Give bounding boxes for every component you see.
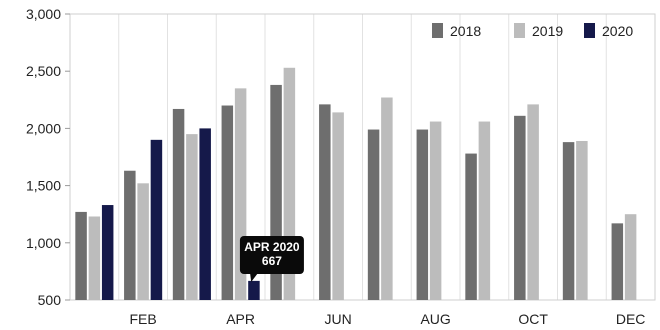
bar-2018-sep (465, 153, 477, 300)
x-tick-label: JUN (325, 311, 352, 327)
callout-line: 667 (262, 254, 282, 268)
y-tick-label: 500 (38, 292, 62, 308)
bar-2018-oct (514, 115, 526, 300)
legend-label-2019: 2019 (532, 23, 563, 39)
y-tick-label: 1,500 (26, 178, 61, 194)
bar-2019-dec (624, 214, 637, 300)
bar-2019-oct (527, 104, 539, 300)
x-tick-label: FEB (130, 311, 157, 327)
bar-2019-jan (88, 216, 101, 300)
bar-2018-nov (562, 142, 575, 300)
bar-2018-jun (319, 104, 331, 300)
callout-pointer (250, 274, 258, 282)
grid (118, 14, 607, 300)
x-tick-label: AUG (420, 311, 450, 327)
x-tick-label: OCT (518, 311, 548, 327)
legend-label-2018: 2018 (450, 23, 481, 39)
bar-2019-mar (186, 134, 198, 300)
y-tick-label: 2,500 (26, 63, 61, 79)
bar-2019-feb (137, 183, 149, 300)
bars (75, 67, 637, 301)
y-tick-label: 3,000 (26, 6, 61, 22)
bar-2020-feb (150, 139, 163, 300)
bar-2020-apr (248, 280, 260, 300)
bar-2018-feb (124, 170, 136, 300)
x-tick-label: APR (226, 311, 255, 327)
plot-frame (69, 13, 656, 301)
bar-2018-jan (75, 211, 87, 300)
bar-2019-may (283, 67, 296, 300)
x-tick-label: DEC (616, 311, 646, 327)
bar-2018-jul (367, 129, 380, 300)
y-tick-label: 1,000 (26, 235, 61, 251)
callout-box (239, 236, 304, 274)
legend-swatch-2020 (584, 23, 595, 38)
bar-2018-dec (611, 223, 624, 300)
bar-2020-jan (101, 205, 114, 300)
legend-label-2020: 2020 (602, 23, 633, 39)
bar-2019-jul (381, 97, 393, 301)
legend-swatch-2019 (514, 23, 525, 38)
bar-2018-mar (172, 108, 185, 301)
y-tick-label: 2,000 (26, 120, 61, 136)
bar-2018-may (270, 84, 282, 300)
bar-2019-nov (576, 140, 588, 300)
bar-2018-apr (221, 105, 234, 301)
legend: 2018 2019 2020 (432, 23, 633, 39)
bar-2019-jun (332, 112, 344, 300)
axes: 500 1,000 1,500 2,000 2,500 3,000 FEB APR JUN AUG… (26, 6, 656, 327)
bar-2019-apr (234, 88, 247, 300)
bar-2019-sep (478, 121, 491, 300)
bar-2020-mar (199, 128, 211, 300)
bar-2019-aug (429, 121, 442, 300)
bar-2018-aug (416, 129, 429, 300)
legend-swatch-2018 (432, 23, 443, 38)
callout-line: APR 2020 (244, 240, 300, 254)
